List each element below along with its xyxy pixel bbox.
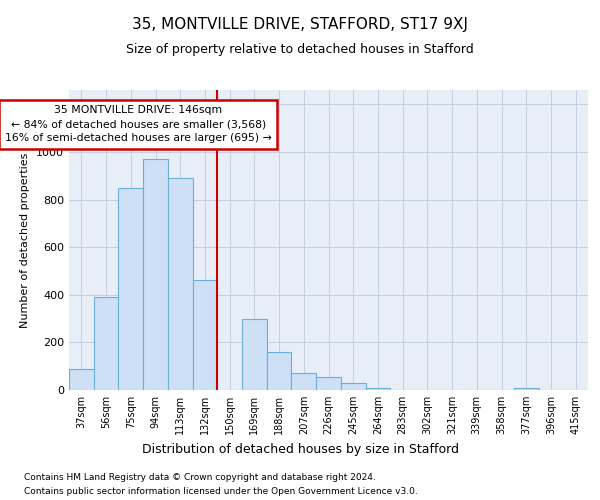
Bar [316,377,341,390]
Bar [94,297,118,390]
Bar [193,280,217,390]
Text: 35 MONTVILLE DRIVE: 146sqm
← 84% of detached houses are smaller (3,568)
16% of s: 35 MONTVILLE DRIVE: 146sqm ← 84% of deta… [5,106,272,144]
Text: Size of property relative to detached houses in Stafford: Size of property relative to detached ho… [126,42,474,56]
Bar [118,188,143,390]
Bar [292,374,316,390]
Bar [267,352,292,390]
Y-axis label: Number of detached properties: Number of detached properties [20,152,31,328]
Bar [365,388,390,390]
Text: Contains public sector information licensed under the Open Government Licence v3: Contains public sector information licen… [24,488,418,496]
Bar [514,388,539,390]
Bar [168,178,193,390]
Bar [69,368,94,390]
Text: Distribution of detached houses by size in Stafford: Distribution of detached houses by size … [142,442,458,456]
Bar [143,159,168,390]
Text: Contains HM Land Registry data © Crown copyright and database right 2024.: Contains HM Land Registry data © Crown c… [24,472,376,482]
Bar [242,318,267,390]
Text: 35, MONTVILLE DRIVE, STAFFORD, ST17 9XJ: 35, MONTVILLE DRIVE, STAFFORD, ST17 9XJ [132,18,468,32]
Bar [341,383,365,390]
